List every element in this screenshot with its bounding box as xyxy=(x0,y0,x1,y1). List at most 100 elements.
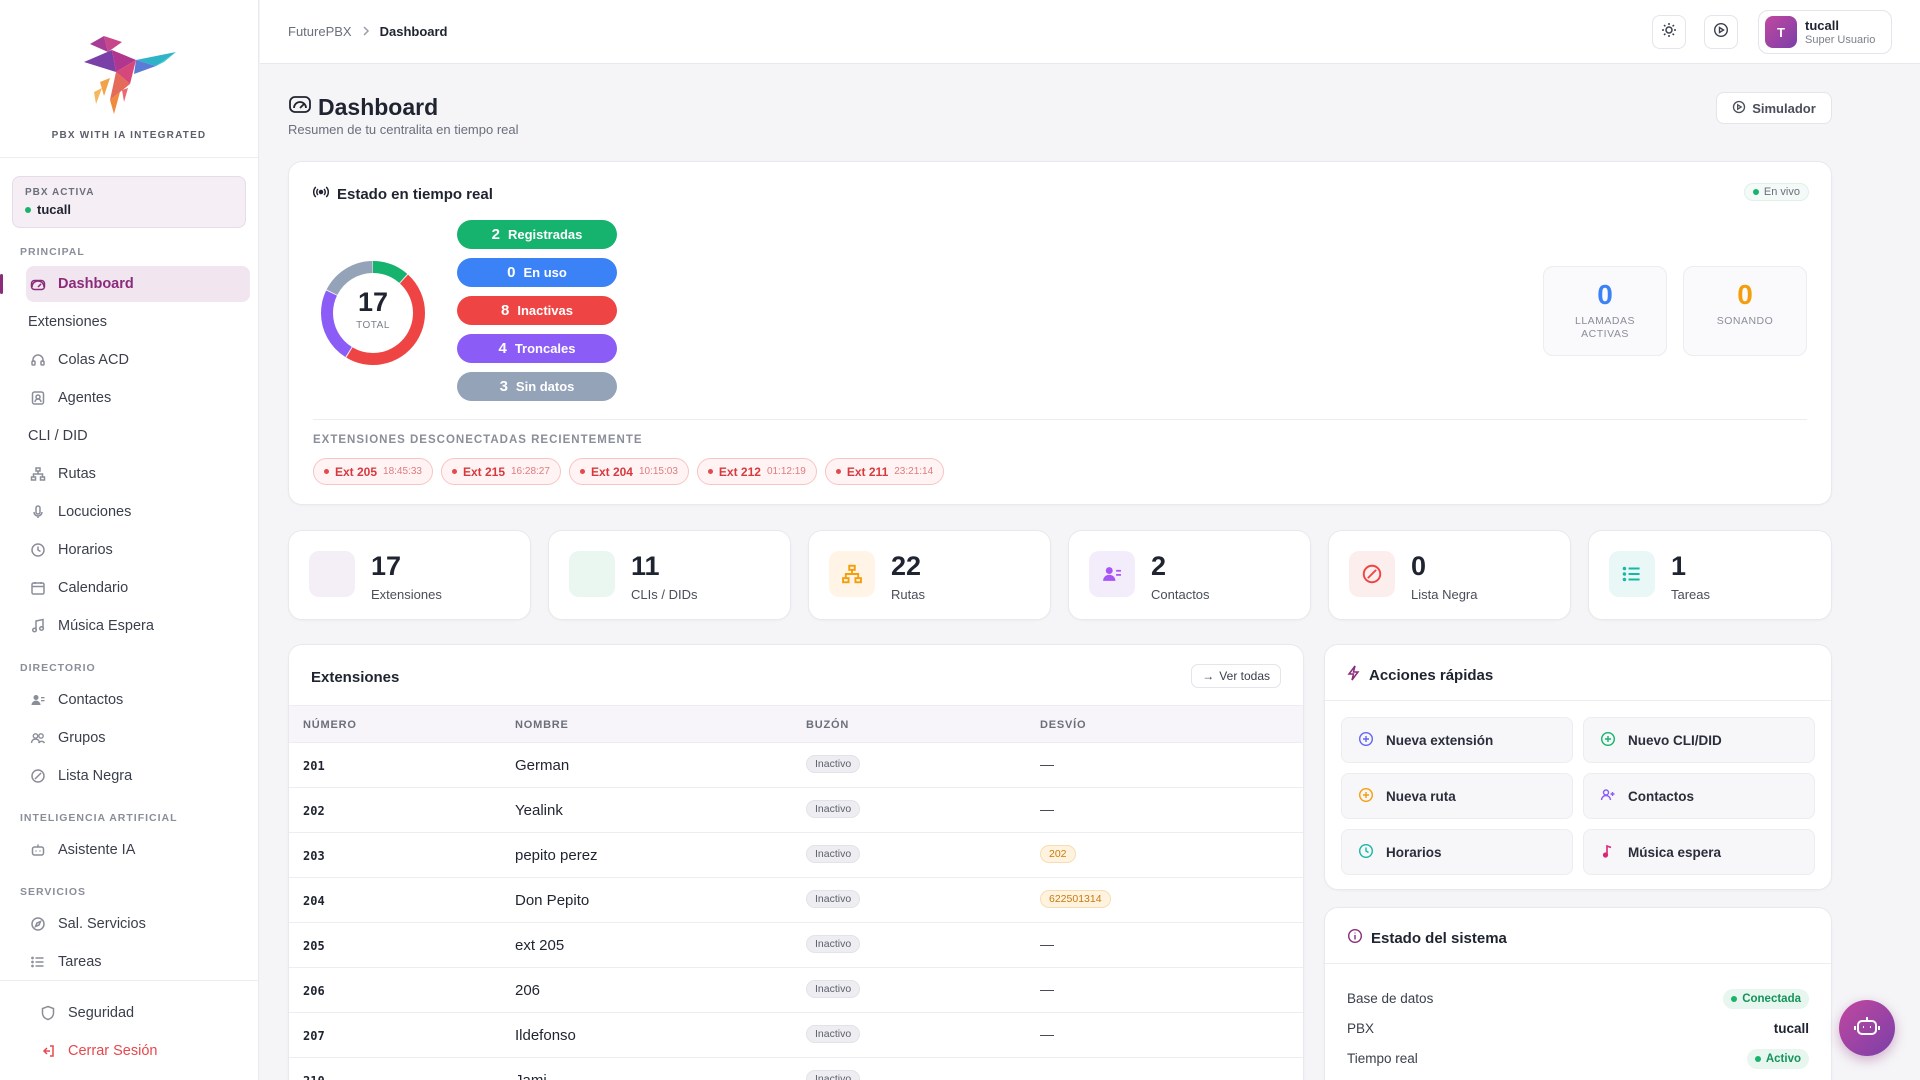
table-row[interactable]: 201 German Inactivo — xyxy=(289,743,1303,788)
disconnected-chip[interactable]: Ext 205 18:45:33 xyxy=(313,458,433,485)
new-cli-did-button[interactable]: Nuevo CLI/DID xyxy=(1583,717,1815,763)
disconnected-chip[interactable]: Ext 212 01:12:19 xyxy=(696,458,817,485)
mailbox-badge: Inactivo xyxy=(806,1025,861,1043)
sidebar-item-dashboard[interactable]: Dashboard xyxy=(0,266,250,302)
sidebar-item-label: Sal. Servicios xyxy=(58,916,146,932)
sidebar-item-grupos[interactable]: Grupos xyxy=(26,720,250,756)
section-directorio: DIRECTORIO xyxy=(20,662,96,674)
pill-label: Sin datos xyxy=(515,379,575,394)
stat-card-contactos[interactable]: 2 Contactos xyxy=(1068,530,1311,620)
donut-total: 17 xyxy=(357,287,389,317)
stat-card-rutas[interactable]: 22 Rutas xyxy=(808,530,1051,620)
active-pbx-name: tucall xyxy=(37,202,71,217)
action-label: Música espera xyxy=(1628,844,1722,860)
sidebar: PBX WITH IA INTEGRATED PBX ACTIVA tucall… xyxy=(0,0,259,1080)
sidebar-item-sal-servicios[interactable]: Sal. Servicios xyxy=(26,906,250,942)
sidebar-item-contactos[interactable]: Contactos xyxy=(26,682,250,718)
sidebar-item-rutas[interactable]: Rutas xyxy=(26,456,250,492)
ai-assistant-fab[interactable] xyxy=(1839,1000,1895,1056)
pill-en-uso[interactable]: 0 En uso xyxy=(457,258,617,287)
pill-sin-datos[interactable]: 3 Sin datos xyxy=(457,372,617,401)
disconnected-time: 16:28:27 xyxy=(511,466,550,477)
table-row[interactable]: 202 Yealink Inactivo — xyxy=(289,788,1303,833)
sidebar-item-label: Lista Negra xyxy=(58,768,133,784)
new-route-button[interactable]: Nueva ruta xyxy=(1341,773,1573,819)
sidebar-item-horarios[interactable]: Horarios xyxy=(26,532,250,568)
status-key: Base de datos xyxy=(1347,991,1434,1006)
red-dot xyxy=(451,469,457,474)
user-role: Super Usuario xyxy=(1805,34,1876,46)
status-badge: Activo xyxy=(1746,1049,1809,1069)
new-extension-button[interactable]: Nueva extensión xyxy=(1341,717,1573,763)
ext-name: Yealink xyxy=(515,802,563,819)
logout-icon xyxy=(40,1043,56,1059)
pill-count: 2 xyxy=(491,226,500,243)
status-row-database: Base de datos Conectada xyxy=(1347,988,1809,1010)
contacts-button[interactable]: Contactos xyxy=(1583,773,1815,819)
pill-troncales[interactable]: 4 Troncales xyxy=(457,334,617,363)
table-row[interactable]: 210 Jami Inactivo xyxy=(289,1058,1303,1080)
pill-label: Troncales xyxy=(514,341,576,356)
block-icon xyxy=(30,768,46,784)
simulator-button[interactable]: Simulador xyxy=(1716,92,1832,124)
action-label: Contactos xyxy=(1628,788,1695,804)
disconnected-chip[interactable]: Ext 211 23:21:14 xyxy=(824,458,945,485)
play-circle-icon xyxy=(1713,22,1729,43)
schedules-button[interactable]: Horarios xyxy=(1341,829,1573,875)
forward-value: — xyxy=(1040,936,1054,952)
logout-button[interactable]: Cerrar Sesión xyxy=(36,1033,251,1069)
disconnected-ext: Ext 212 xyxy=(718,464,761,479)
divider xyxy=(313,419,1807,420)
sidebar-item-locuciones[interactable]: Locuciones xyxy=(26,494,250,530)
stat-card-clis[interactable]: 11 CLIs / DIDs xyxy=(548,530,791,620)
red-dot xyxy=(579,469,585,474)
column-header-numero[interactable]: NÚMERO xyxy=(303,719,357,731)
ext-number: 201 xyxy=(303,759,325,773)
table-row[interactable]: 205 ext 205 Inactivo — xyxy=(289,923,1303,968)
simulator-top-button[interactable] xyxy=(1704,15,1738,49)
sidebar-footer: Seguridad Cerrar Sesión xyxy=(0,980,259,1080)
user-menu[interactable]: T tucall Super Usuario xyxy=(1758,10,1892,54)
sidebar-item-tareas[interactable]: Tareas xyxy=(26,944,250,980)
gauge-icon xyxy=(30,276,46,292)
table-row[interactable]: 203 pepito perez Inactivo 202 xyxy=(289,833,1303,878)
active-calls-label: LLAMADAS ACTIVAS xyxy=(1574,315,1636,340)
stat-card-tareas[interactable]: 1 Tareas xyxy=(1588,530,1832,620)
sidebar-item-seguridad[interactable]: Seguridad xyxy=(36,995,251,1031)
disconnected-chip[interactable]: Ext 215 16:28:27 xyxy=(440,458,561,485)
sidebar-item-lista-negra[interactable]: Lista Negra xyxy=(26,758,250,794)
sidebar-item-calendario[interactable]: Calendario xyxy=(26,570,250,606)
disconnected-chip[interactable]: Ext 204 10:15:03 xyxy=(568,458,689,485)
column-header-buzon[interactable]: BUZÓN xyxy=(806,719,850,731)
pill-inactivas[interactable]: 8 Inactivas xyxy=(457,296,617,325)
stat-card-extensiones[interactable]: 17 Extensiones xyxy=(288,530,531,620)
sidebar-item-asistente[interactable]: Asistente IA xyxy=(26,832,250,868)
sidebar-item-cli-did[interactable]: CLI / DID xyxy=(26,418,250,454)
stat-value: 22 xyxy=(891,551,922,581)
view-all-button[interactable]: → Ver todas xyxy=(1191,664,1281,688)
column-header-nombre[interactable]: NOMBRE xyxy=(515,719,569,731)
column-header-desvio[interactable]: DESVÍO xyxy=(1040,719,1087,731)
table-row[interactable]: 206 206 Inactivo — xyxy=(289,968,1303,1013)
sidebar-item-musica[interactable]: Música Espera xyxy=(26,608,250,644)
hold-music-button[interactable]: Música espera xyxy=(1583,829,1815,875)
table-row[interactable]: 204 Don Pepito Inactivo 622501314 xyxy=(289,878,1303,923)
sidebar-item-agentes[interactable]: Agentes xyxy=(26,380,250,416)
ext-name: German xyxy=(515,757,570,774)
sidebar-item-colas[interactable]: Colas ACD xyxy=(26,342,250,378)
sidebar-item-extensiones[interactable]: Extensiones xyxy=(26,304,250,340)
pill-count: 3 xyxy=(499,378,508,395)
ext-number: 206 xyxy=(303,984,325,998)
info-icon xyxy=(1347,928,1363,948)
breadcrumb-root[interactable]: FuturePBX xyxy=(288,24,352,39)
status-key: PBX xyxy=(1347,1021,1375,1036)
status-badge-text: Activo xyxy=(1765,1053,1801,1065)
stat-card-lista-negra[interactable]: 0 Lista Negra xyxy=(1328,530,1571,620)
sidebar-item-label: Horarios xyxy=(58,542,113,558)
active-pbx-selector[interactable]: PBX ACTIVA tucall xyxy=(12,176,246,228)
sidebar-item-label: Asistente IA xyxy=(58,842,136,858)
theme-toggle-button[interactable] xyxy=(1652,15,1686,49)
table-row[interactable]: 207 Ildefonso Inactivo — xyxy=(289,1013,1303,1058)
stat-label: Lista Negra xyxy=(1411,587,1478,602)
pill-registradas[interactable]: 2 Registradas xyxy=(457,220,617,249)
